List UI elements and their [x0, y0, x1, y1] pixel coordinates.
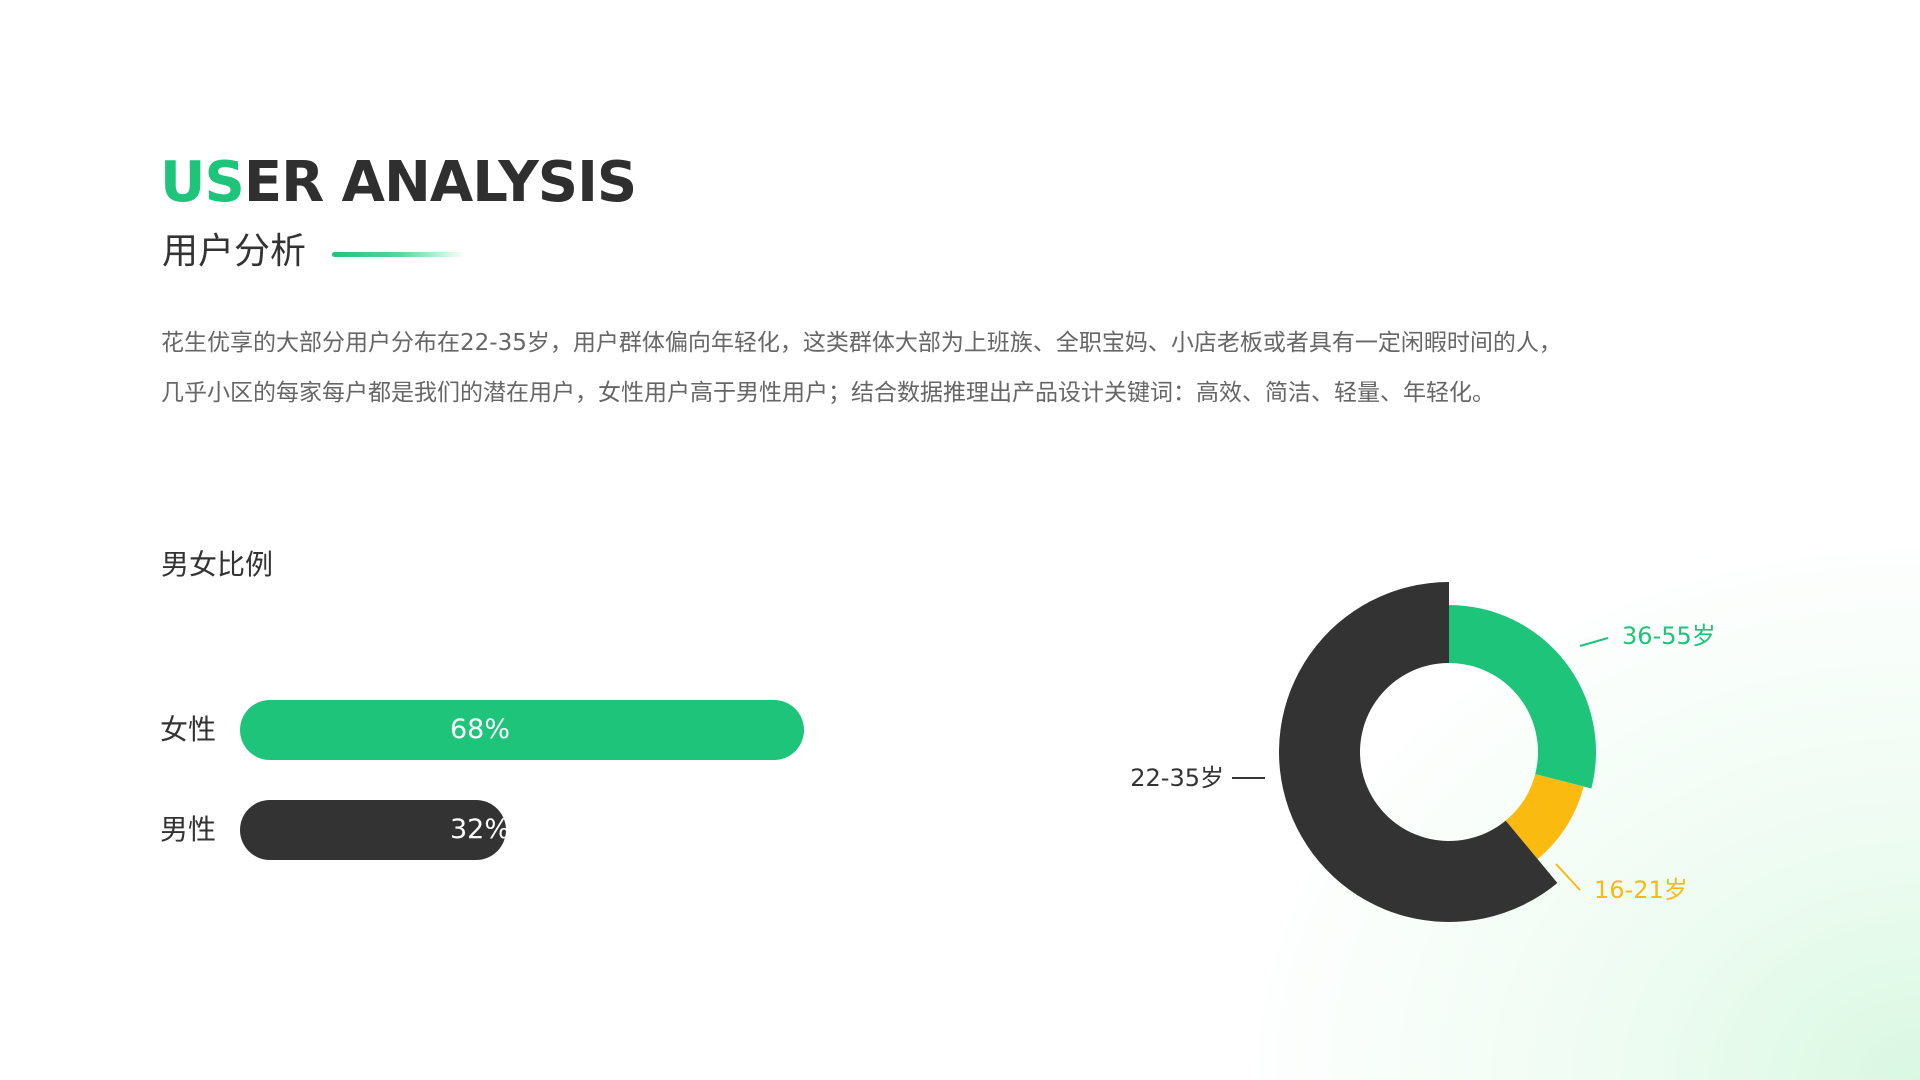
donut-slice-36-55岁: [1449, 605, 1596, 789]
page-subtitle: 用户分析: [162, 231, 307, 272]
title-underline: [332, 252, 466, 257]
slice-label-36-55: 36-55岁: [1622, 622, 1716, 650]
bar-label: 男性: [160, 813, 217, 846]
bar-female: [240, 700, 804, 760]
gender-chart-title: 男女比例: [161, 548, 274, 581]
bar-value-label: 68%: [450, 714, 511, 745]
slice-label-16-21: 16-21岁: [1594, 876, 1688, 904]
leader-line-36-55: [1579, 637, 1609, 647]
title-accent: US: [160, 150, 245, 215]
donut-slice-22-35岁: [1279, 582, 1558, 922]
bar-value-label: 32%: [450, 814, 511, 845]
donut-slices: [1279, 582, 1596, 922]
leader-line-16-21: [1555, 863, 1581, 891]
donut-slice-16-21岁: [1505, 774, 1584, 860]
bar-label: 女性: [160, 713, 217, 746]
page-title: USER ANALYSIS: [160, 148, 637, 218]
age-donut-chart: 36-55岁 16-21岁 22-35岁: [1130, 582, 1716, 922]
description-line-1: 花生优享的大部分用户分布在22-35岁，用户群体偏向年轻化，这类群体大部为上班族…: [161, 330, 1562, 356]
slice-label-22-35: 22-35岁: [1130, 764, 1224, 792]
bar-male: [240, 800, 506, 860]
description-line-2: 几乎小区的每家每户都是我们的潜在用户，女性用户高于男性用户；结合数据推理出产品设…: [161, 380, 1495, 406]
title-rest: ER ANALYSIS: [243, 150, 637, 215]
description: 花生优享的大部分用户分布在22-35岁，用户群体偏向年轻化，这类群体大部为上班族…: [161, 318, 1801, 418]
